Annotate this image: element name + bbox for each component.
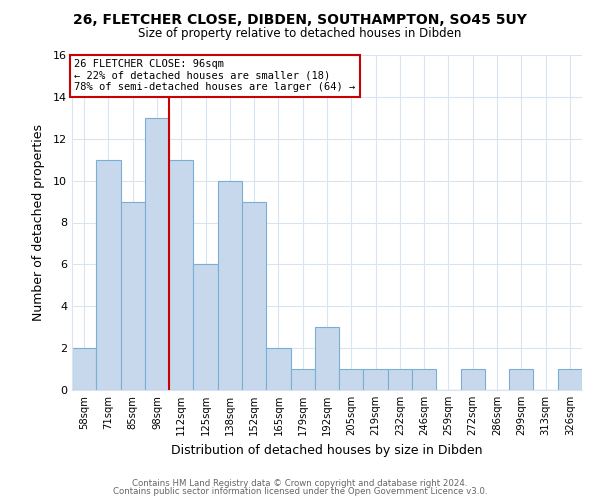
Text: Contains HM Land Registry data © Crown copyright and database right 2024.: Contains HM Land Registry data © Crown c… <box>132 478 468 488</box>
Bar <box>388 369 412 390</box>
Bar <box>169 160 193 390</box>
Text: Contains public sector information licensed under the Open Government Licence v3: Contains public sector information licen… <box>113 487 487 496</box>
Bar <box>96 160 121 390</box>
Bar <box>72 348 96 390</box>
Bar <box>412 369 436 390</box>
Text: 26, FLETCHER CLOSE, DIBDEN, SOUTHAMPTON, SO45 5UY: 26, FLETCHER CLOSE, DIBDEN, SOUTHAMPTON,… <box>73 12 527 26</box>
Bar <box>266 348 290 390</box>
Text: Size of property relative to detached houses in Dibden: Size of property relative to detached ho… <box>139 28 461 40</box>
Bar <box>339 369 364 390</box>
Bar <box>461 369 485 390</box>
Bar <box>242 202 266 390</box>
Bar <box>364 369 388 390</box>
Bar <box>193 264 218 390</box>
Bar <box>121 202 145 390</box>
Bar <box>218 180 242 390</box>
Text: 26 FLETCHER CLOSE: 96sqm
← 22% of detached houses are smaller (18)
78% of semi-d: 26 FLETCHER CLOSE: 96sqm ← 22% of detach… <box>74 59 356 92</box>
X-axis label: Distribution of detached houses by size in Dibden: Distribution of detached houses by size … <box>171 444 483 456</box>
Y-axis label: Number of detached properties: Number of detached properties <box>32 124 44 321</box>
Bar <box>558 369 582 390</box>
Bar <box>145 118 169 390</box>
Bar <box>315 327 339 390</box>
Bar <box>290 369 315 390</box>
Bar <box>509 369 533 390</box>
